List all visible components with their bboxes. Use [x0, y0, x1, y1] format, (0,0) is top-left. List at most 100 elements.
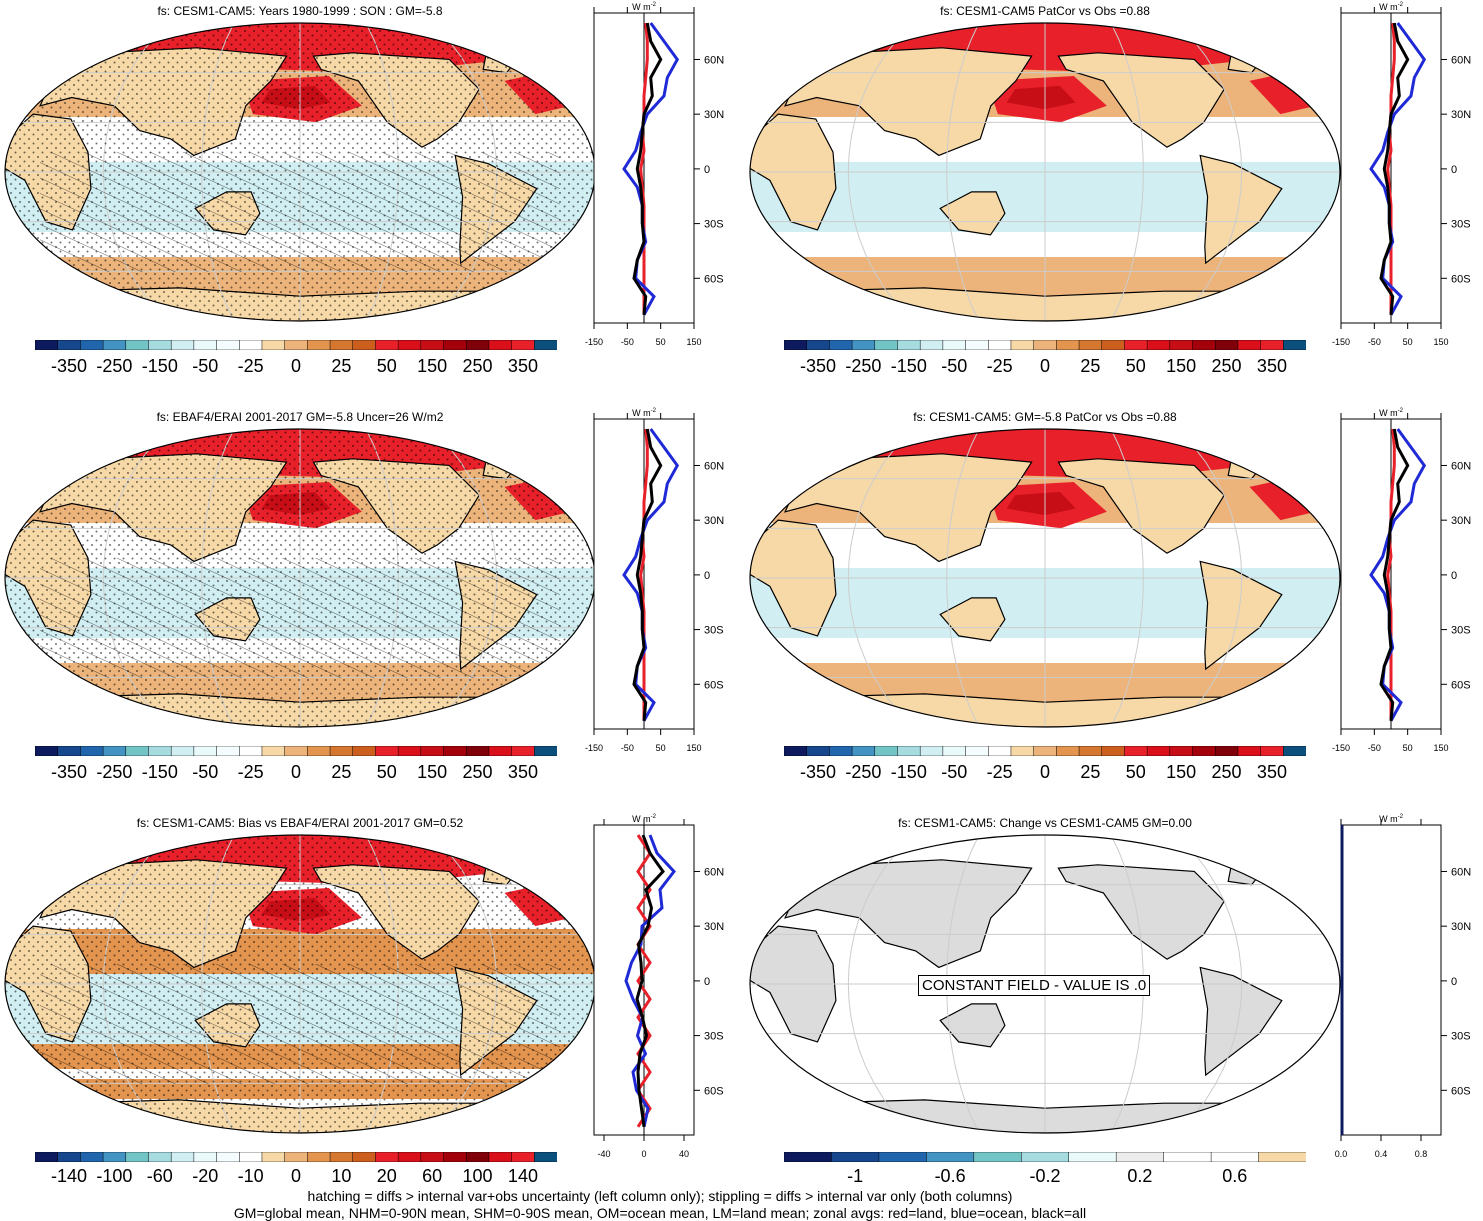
- colorbar-tick-label: 250: [462, 762, 493, 782]
- colorbar-swatch: [329, 340, 354, 350]
- colorbar-swatch: [307, 746, 331, 756]
- zonal-unit-label: W m-2: [1379, 814, 1403, 824]
- colorbar-swatch: [170, 340, 195, 350]
- colorbar-tick-label: 0: [290, 356, 302, 376]
- colorbar-swatch: [965, 746, 990, 756]
- colorbar-swatch: [511, 340, 536, 350]
- colorbar-tick-label: -25: [237, 762, 264, 782]
- colorbar-swatch: [261, 1152, 286, 1162]
- colorbar-tick-label: 20: [376, 1166, 397, 1186]
- colorbar-6: [784, 1152, 1306, 1162]
- colorbar-swatch: [806, 340, 831, 350]
- map-border: [749, 22, 1341, 322]
- continent-australia: [939, 191, 1006, 236]
- colorbar-swatch: [874, 340, 899, 350]
- colorbar-swatch: [806, 746, 831, 756]
- colorbar-swatch: [511, 1152, 536, 1162]
- continent-australia: [939, 597, 1006, 642]
- colorbar-swatch: [1124, 746, 1148, 756]
- colorbar-tick-label: 0.6: [1222, 1166, 1248, 1186]
- colorbar-swatch: [443, 746, 467, 756]
- colorbar-swatch: [874, 746, 899, 756]
- graticule: [750, 429, 1340, 727]
- colorbar-swatch: [80, 1152, 104, 1162]
- colorbar-swatch: [784, 340, 808, 350]
- zonal-lat-label: 30S: [704, 625, 724, 637]
- colorbar-swatch: [1169, 340, 1194, 350]
- colorbar-3: [35, 746, 557, 756]
- zonal-lat-label: 60S: [1451, 1085, 1471, 1097]
- north-pacific-core: [1006, 897, 1076, 922]
- colorbar-swatch: [1115, 1152, 1165, 1162]
- colorbar-tick-label: -250: [96, 356, 133, 376]
- colorbar-tick-label: 50: [376, 356, 397, 376]
- colorbar-swatch: [148, 1152, 172, 1162]
- zonal-lat-label: 30N: [1451, 109, 1471, 121]
- colorbar-tick-label: 140: [507, 1166, 538, 1186]
- zonal-unit-label: W m-2: [632, 2, 656, 12]
- colorbar-swatch: [284, 746, 309, 756]
- colorbar-tick-label: -50: [192, 356, 219, 376]
- hatching-overlay: [40, 558, 560, 678]
- zonal-lat-ticks: 60N 30N 0 30S 60S: [694, 54, 724, 285]
- zonal-lat-ticks: 60N 30N 0 30S 60S: [1441, 866, 1471, 1097]
- colorbar-swatch: [397, 340, 422, 350]
- colorbar-swatch: [1258, 1152, 1306, 1162]
- zonal-xtick-label: 50: [1403, 743, 1413, 753]
- colorbar-tick-label: 0: [290, 762, 302, 782]
- continent-north_america: [1057, 52, 1225, 148]
- zonal-xtick-label: 150: [1433, 743, 1448, 753]
- colorbar-tick-label: -140: [51, 1166, 88, 1186]
- panel-title-1: fs: CESM1-CAM5: Years 1980-1999 : SON : …: [157, 4, 443, 18]
- colorbar-5: [35, 1152, 557, 1162]
- panel-title-5: fs: CESM1-CAM5: Bias vs EBAF4/ERAI 2001-…: [136, 816, 464, 830]
- colorbar-swatch: [125, 340, 150, 350]
- colorbar-swatch: [1033, 746, 1058, 756]
- zonal-lat-label: 30S: [1451, 1031, 1471, 1043]
- zonal-lat-label: 30S: [704, 1031, 724, 1043]
- zonal-lat-label: 0: [704, 570, 710, 582]
- map-panel-5: [4, 834, 596, 1134]
- colorbar-swatch: [965, 340, 990, 350]
- colorbar-tick-label: 25: [331, 762, 352, 782]
- zonal-xtick-label: 0.0: [1335, 1149, 1348, 1159]
- colorbar-swatch: [511, 746, 536, 756]
- zonal-lat-ticks: 60N 30N 0 30S 60S: [694, 866, 724, 1097]
- colorbar-swatch: [57, 1152, 82, 1162]
- colorbar-swatch: [375, 1152, 399, 1162]
- zonal-lat-label: 0: [704, 976, 710, 988]
- colorbar-tick-label: 250: [1211, 356, 1242, 376]
- colorbar-swatch: [352, 1152, 377, 1162]
- zonal-lat-label: 60S: [704, 273, 724, 285]
- colorbar-swatch: [57, 340, 82, 350]
- colorbar-swatch: [973, 1152, 1023, 1162]
- zonal-lat-ticks: 60N 30N 0 30S 60S: [1441, 460, 1471, 691]
- colorbar-swatch: [216, 340, 241, 350]
- colorbar-swatch: [1033, 340, 1058, 350]
- zonal-xtick-label: 150: [1433, 337, 1448, 347]
- colorbar-swatch: [352, 340, 377, 350]
- colorbar-swatch: [284, 1152, 309, 1162]
- colorbar-swatch: [488, 1152, 513, 1162]
- zonal-xticks: -150 -50 50 150: [585, 7, 702, 347]
- colorbar-swatch: [851, 340, 876, 350]
- colorbar-tick-label: 0: [1039, 356, 1051, 376]
- map-panel-6: [749, 834, 1341, 1134]
- colorbar-tick-label: -350: [800, 356, 837, 376]
- north-atlantic-warm-region: [1249, 884, 1316, 927]
- colorbar-tick-label: 0: [1039, 762, 1051, 782]
- colorbar-swatch: [125, 1152, 150, 1162]
- map-field: [750, 23, 1340, 321]
- colorbar-swatch: [1260, 340, 1285, 350]
- colorbar-swatch: [239, 340, 263, 350]
- zonal-plot-1: -150 -50 50 150 W m-2 60N 30N 0 30S 60S: [585, 2, 724, 347]
- zonal-xticks: -150 -50 50 150: [1332, 7, 1449, 347]
- colorbar-swatch: [919, 340, 944, 350]
- zonal-plot-4: -150 -50 50 150 W m-2 60N 30N 0 30S 60S: [1332, 408, 1471, 753]
- colorbar-tick-label: -20: [192, 1166, 219, 1186]
- map-field: [5, 835, 595, 1133]
- colorbar-tick-label: 150: [417, 356, 448, 376]
- colorbar-swatch: [1237, 340, 1262, 350]
- zonal-land-line: [639, 428, 649, 721]
- colorbar-swatch: [102, 746, 127, 756]
